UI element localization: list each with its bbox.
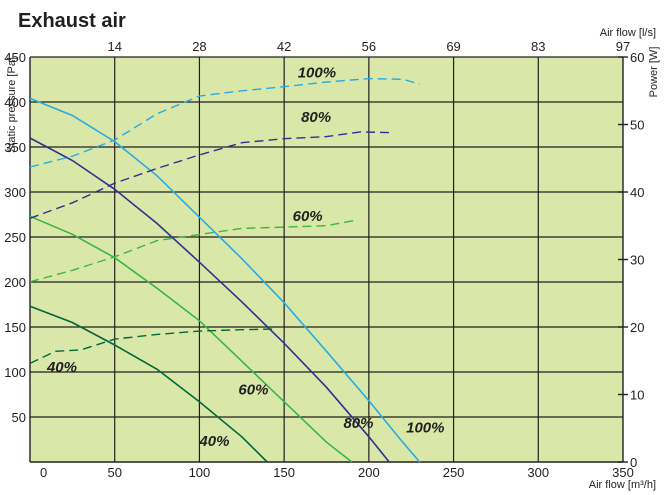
power-tick-label: 40 bbox=[630, 185, 644, 200]
x-tick-label: 100 bbox=[189, 465, 211, 480]
y-tick-label: 400 bbox=[4, 95, 26, 110]
y-tick-label: 350 bbox=[4, 140, 26, 155]
x-tick-label: 200 bbox=[358, 465, 380, 480]
y-tick-label: 300 bbox=[4, 185, 26, 200]
y-tick-label: 150 bbox=[4, 320, 26, 335]
x-tick-label: 150 bbox=[273, 465, 295, 480]
curve-label-60: 60% bbox=[293, 208, 323, 225]
curve-label-40: 40% bbox=[46, 359, 77, 376]
power-tick-label: 20 bbox=[630, 320, 644, 335]
x-axis-label-bottom: Air flow [m³/h] bbox=[589, 479, 656, 491]
grid bbox=[29, 56, 628, 463]
curve-label-80: 80% bbox=[343, 415, 373, 432]
top-tick-label: 42 bbox=[277, 39, 291, 54]
y-tick-label: 200 bbox=[4, 275, 26, 290]
top-tick-label: 56 bbox=[362, 39, 376, 54]
curve-label-40: 40% bbox=[198, 433, 229, 450]
pressure-curve-40 bbox=[29, 305, 268, 463]
power-tick-label: 10 bbox=[630, 388, 644, 403]
power-tick-label: 50 bbox=[630, 118, 644, 133]
power-curve-80 bbox=[29, 131, 390, 219]
curve-label-60: 60% bbox=[238, 382, 268, 399]
curve-label-100: 100% bbox=[298, 65, 336, 82]
y-tick-label: 100 bbox=[4, 365, 26, 380]
top-tick-label: 97 bbox=[616, 39, 630, 54]
curve-label-100: 100% bbox=[406, 419, 444, 436]
power-curve-60 bbox=[29, 219, 356, 283]
power-tick-label: 30 bbox=[630, 253, 644, 268]
power-tick-label: 0 bbox=[630, 455, 637, 470]
y-tick-label: 50 bbox=[12, 410, 26, 425]
y-axis-label-left: Static pressure [Pa] bbox=[6, 57, 18, 153]
y-tick-label: 250 bbox=[4, 230, 26, 245]
plot-area bbox=[30, 57, 623, 462]
x-tick-label: 300 bbox=[527, 465, 549, 480]
chart-title: Exhaust air bbox=[18, 10, 126, 32]
power-tick-label: 60 bbox=[630, 50, 644, 65]
pressure-curve-100 bbox=[29, 97, 421, 463]
top-tick-label: 69 bbox=[446, 39, 460, 54]
y-axis-label-right: Power [W] bbox=[648, 47, 660, 98]
pressure-curve-60 bbox=[29, 215, 353, 463]
x-tick-label: 350 bbox=[612, 465, 634, 480]
top-tick-label: 83 bbox=[531, 39, 545, 54]
curve-label-80: 80% bbox=[301, 109, 331, 126]
curve-labels: 40% 60% 80% 100% 40% 60% 80% 100% bbox=[46, 65, 445, 450]
curves bbox=[29, 77, 421, 463]
power-curve-40 bbox=[29, 328, 276, 365]
x-axis-label-top: Air flow [l/s] bbox=[600, 27, 656, 39]
x-tick-label: 0 bbox=[40, 465, 47, 480]
top-tick-label: 14 bbox=[107, 39, 121, 54]
top-tick-label: 28 bbox=[192, 39, 206, 54]
y-tick-label: 450 bbox=[4, 50, 26, 65]
power-curve-100 bbox=[29, 77, 420, 168]
x-tick-label: 250 bbox=[443, 465, 465, 480]
pressure-curve-80 bbox=[29, 137, 390, 463]
x-tick-label: 50 bbox=[107, 465, 121, 480]
